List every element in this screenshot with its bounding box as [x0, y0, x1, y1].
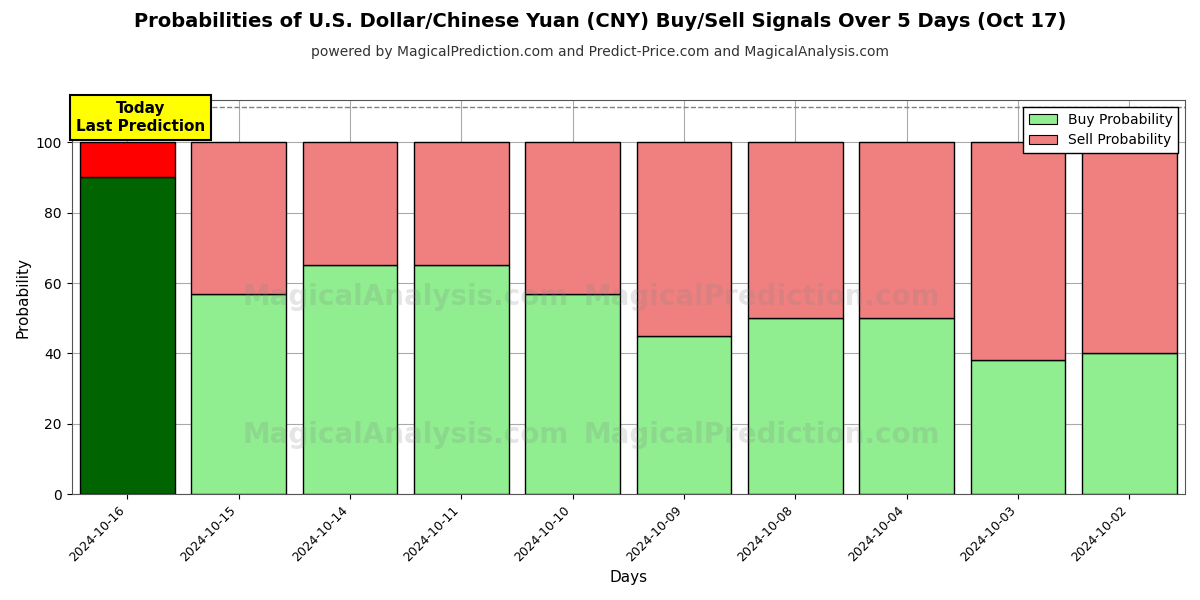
Bar — [302, 142, 397, 265]
Legend: Buy Probability, Sell Probability: Buy Probability, Sell Probability — [1024, 107, 1178, 153]
Text: Probabilities of U.S. Dollar/Chinese Yuan (CNY) Buy/Sell Signals Over 5 Days (Oc: Probabilities of U.S. Dollar/Chinese Yua… — [134, 12, 1066, 31]
Text: MagicalPrediction.com: MagicalPrediction.com — [583, 283, 940, 311]
Text: MagicalAnalysis.com: MagicalAnalysis.com — [242, 283, 569, 311]
Text: Today
Last Prediction: Today Last Prediction — [76, 101, 205, 134]
Bar — [637, 336, 731, 494]
Text: MagicalAnalysis.com: MagicalAnalysis.com — [242, 421, 569, 449]
Bar — [80, 142, 175, 178]
Bar — [971, 361, 1066, 494]
Bar — [191, 293, 286, 494]
Bar — [414, 265, 509, 494]
Bar — [414, 142, 509, 265]
Bar — [971, 142, 1066, 361]
Bar — [748, 318, 842, 494]
Bar — [859, 318, 954, 494]
Bar — [191, 142, 286, 293]
Text: MagicalPrediction.com: MagicalPrediction.com — [583, 421, 940, 449]
X-axis label: Days: Days — [610, 570, 647, 585]
Text: powered by MagicalPrediction.com and Predict-Price.com and MagicalAnalysis.com: powered by MagicalPrediction.com and Pre… — [311, 45, 889, 59]
Bar — [80, 178, 175, 494]
Bar — [526, 142, 620, 293]
Y-axis label: Probability: Probability — [16, 257, 30, 338]
Bar — [748, 142, 842, 318]
Bar — [526, 293, 620, 494]
Bar — [859, 142, 954, 318]
Bar — [302, 265, 397, 494]
Bar — [637, 142, 731, 336]
Bar — [1082, 353, 1177, 494]
Bar — [1082, 142, 1177, 353]
